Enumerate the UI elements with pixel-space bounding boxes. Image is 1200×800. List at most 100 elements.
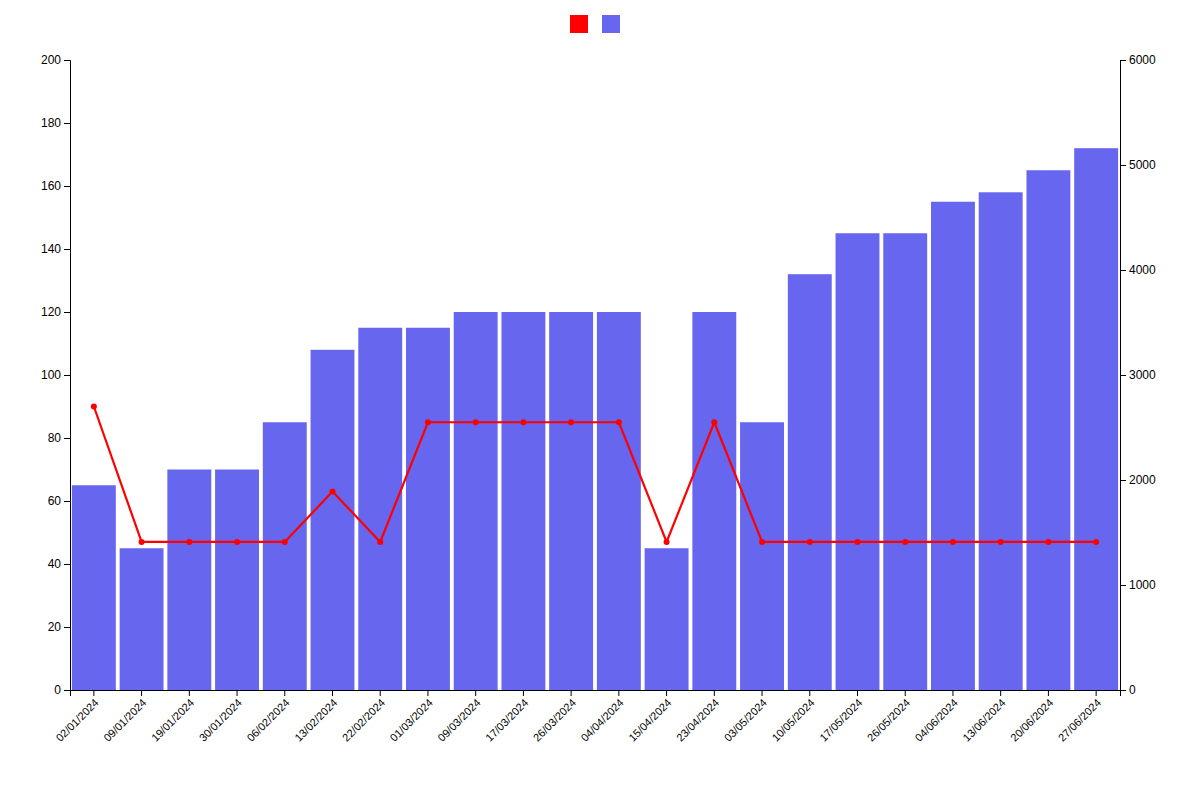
bar bbox=[263, 422, 307, 690]
bar bbox=[406, 328, 450, 690]
tick-mark bbox=[64, 438, 70, 439]
marks bbox=[72, 148, 1118, 690]
tick-mark bbox=[64, 123, 70, 124]
tick: 80 bbox=[48, 431, 70, 445]
line-marker bbox=[950, 539, 956, 545]
tick-mark bbox=[1120, 60, 1126, 61]
line-marker bbox=[998, 539, 1004, 545]
tick: 09/03/2024 bbox=[435, 690, 482, 744]
tick-label: 04/04/2024 bbox=[578, 696, 625, 743]
bar bbox=[311, 350, 355, 690]
bar bbox=[549, 312, 593, 690]
line-marker bbox=[282, 539, 288, 545]
tick-mark bbox=[64, 312, 70, 313]
bar bbox=[836, 233, 880, 690]
axis-domain bbox=[64, 61, 71, 691]
x-axis: 02/01/202409/01/202419/01/202430/01/2024… bbox=[53, 690, 1120, 744]
tick-label: 4000 bbox=[1129, 263, 1156, 277]
line-marker bbox=[1045, 539, 1051, 545]
tick-label: 17/05/2024 bbox=[817, 696, 864, 743]
axis-domain bbox=[1121, 61, 1127, 691]
tick-mark bbox=[905, 690, 906, 696]
legend-swatch bbox=[570, 15, 588, 33]
line-marker bbox=[377, 539, 383, 545]
tick: 200 bbox=[41, 53, 70, 67]
tick: 1000 bbox=[1120, 578, 1156, 592]
line-marker bbox=[902, 539, 908, 545]
bar bbox=[692, 312, 736, 690]
tick: 20/06/2024 bbox=[1008, 690, 1055, 744]
tick-mark bbox=[475, 690, 476, 696]
line-marker bbox=[568, 419, 574, 425]
tick: 17/05/2024 bbox=[817, 690, 864, 744]
tick: 6000 bbox=[1120, 53, 1156, 67]
line-marker bbox=[330, 489, 336, 495]
tick-mark bbox=[714, 690, 715, 696]
tick-label: 140 bbox=[41, 242, 61, 256]
tick-mark bbox=[1120, 690, 1126, 691]
bar bbox=[120, 548, 164, 690]
tick-label: 17/03/2024 bbox=[483, 696, 530, 743]
tick-mark bbox=[64, 375, 70, 376]
tick: 5000 bbox=[1120, 158, 1156, 172]
bar-series bbox=[72, 148, 1118, 690]
tick-mark bbox=[284, 690, 285, 696]
tick-label: 15/04/2024 bbox=[626, 696, 673, 743]
tick-label: 40 bbox=[48, 557, 62, 571]
bar bbox=[597, 312, 641, 690]
tick: 04/06/2024 bbox=[913, 690, 960, 744]
tick-mark bbox=[332, 690, 333, 696]
tick: 19/01/2024 bbox=[149, 690, 196, 744]
tick-mark bbox=[380, 690, 381, 696]
tick: 22/02/2024 bbox=[340, 690, 387, 744]
line-marker bbox=[616, 419, 622, 425]
tick-label: 200 bbox=[41, 53, 61, 67]
tick-mark bbox=[618, 690, 619, 696]
tick: 180 bbox=[41, 116, 70, 130]
tick-label: 20/06/2024 bbox=[1008, 696, 1055, 743]
y-axis: 020406080100120140160180200 bbox=[41, 53, 71, 697]
line-marker bbox=[91, 404, 97, 410]
tick: 30/01/2024 bbox=[197, 690, 244, 744]
tick-label: 02/01/2024 bbox=[53, 696, 100, 743]
tick-mark bbox=[1048, 690, 1049, 696]
tick-mark bbox=[64, 627, 70, 628]
tick-mark bbox=[1120, 585, 1126, 586]
tick: 26/03/2024 bbox=[531, 690, 578, 744]
tick-label: 60 bbox=[48, 494, 62, 508]
legend bbox=[570, 15, 620, 33]
tick-mark bbox=[809, 690, 810, 696]
line-marker bbox=[139, 539, 145, 545]
tick-label: 23/04/2024 bbox=[674, 696, 721, 743]
line-marker bbox=[425, 419, 431, 425]
tick: 04/04/2024 bbox=[578, 690, 625, 744]
tick: 27/06/2024 bbox=[1056, 690, 1103, 744]
tick-label: 06/02/2024 bbox=[244, 696, 291, 743]
bar bbox=[931, 202, 975, 690]
tick: 0 bbox=[1120, 683, 1136, 697]
line-series bbox=[91, 404, 1099, 545]
tick-mark bbox=[857, 690, 858, 696]
tick-label: 180 bbox=[41, 116, 61, 130]
tick: 2000 bbox=[1120, 473, 1156, 487]
tick-label: 03/05/2024 bbox=[722, 696, 769, 743]
tick: 13/06/2024 bbox=[960, 690, 1007, 744]
bar bbox=[167, 470, 211, 691]
tick: 120 bbox=[41, 305, 70, 319]
tick: 10/05/2024 bbox=[769, 690, 816, 744]
tick-label: 09/03/2024 bbox=[435, 696, 482, 743]
bar bbox=[1026, 170, 1070, 690]
axis-domain bbox=[71, 691, 1121, 697]
bar bbox=[740, 422, 784, 690]
tick-label: 26/03/2024 bbox=[531, 696, 578, 743]
tick-label: 27/06/2024 bbox=[1056, 696, 1103, 743]
tick-label: 160 bbox=[41, 179, 61, 193]
tick-label: 80 bbox=[48, 431, 62, 445]
tick: 02/01/2024 bbox=[53, 690, 100, 744]
tick-mark bbox=[952, 690, 953, 696]
bar bbox=[72, 485, 116, 690]
tick-mark bbox=[141, 690, 142, 696]
tick-label: 19/01/2024 bbox=[149, 696, 196, 743]
tick-mark bbox=[666, 690, 667, 696]
plot: 02/01/202409/01/202419/01/202430/01/2024… bbox=[41, 53, 1156, 743]
